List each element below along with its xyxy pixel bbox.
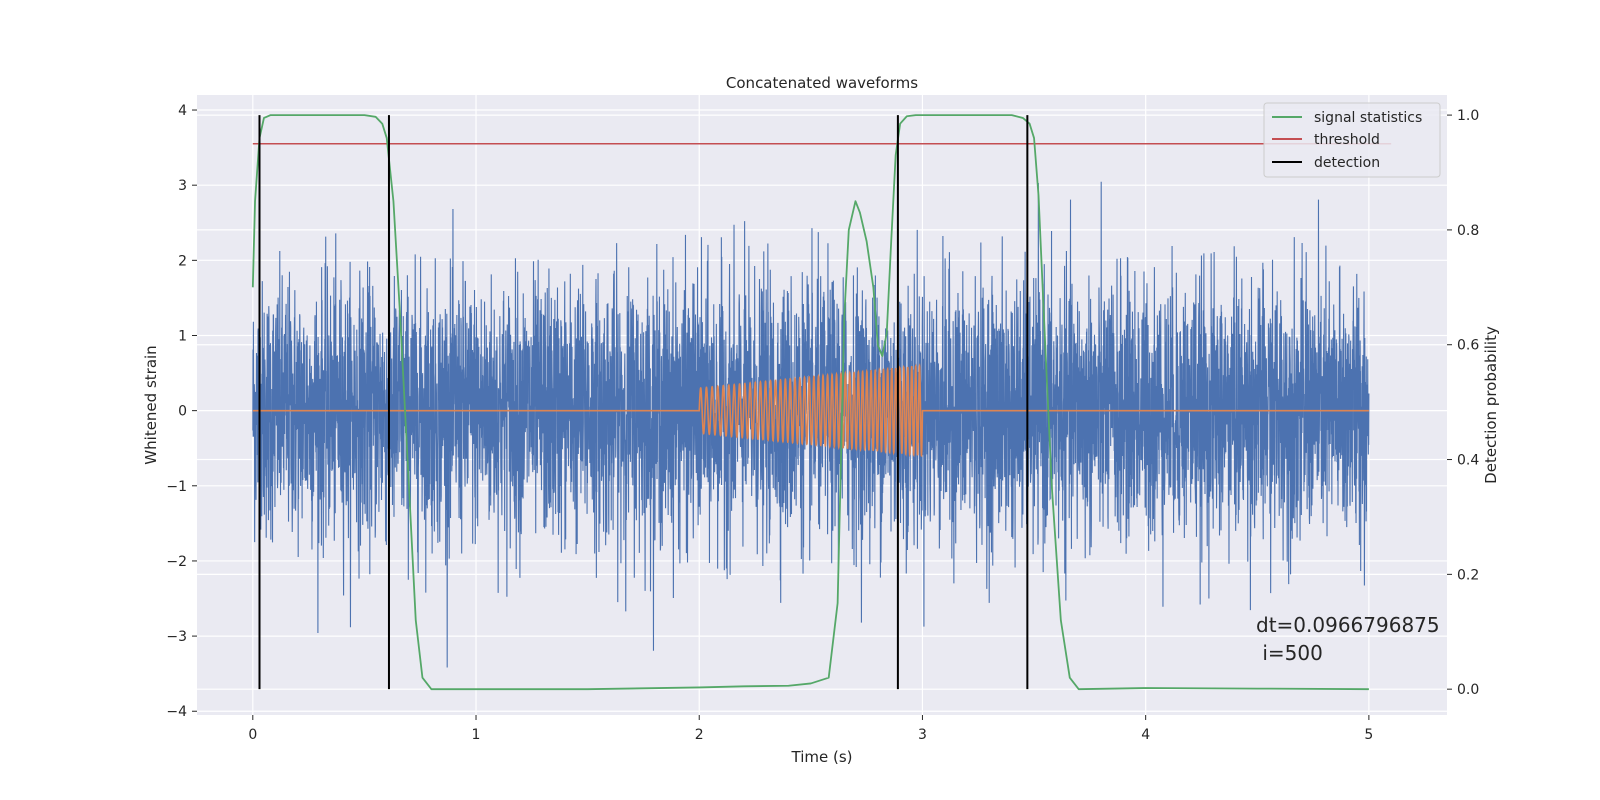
legend-label-threshold: threshold xyxy=(1314,132,1380,148)
y-axis-label-right: Detection probability xyxy=(1482,326,1500,484)
y-tick-label-right: 0.2 xyxy=(1457,567,1479,583)
chirp-line xyxy=(252,363,1369,458)
y-tick-label: 0 xyxy=(178,404,187,420)
y-tick-label-right: 0.6 xyxy=(1457,338,1479,354)
legend-label-detection: detection xyxy=(1314,155,1380,171)
annotation-dt: dt=0.0966796875 xyxy=(1256,613,1440,637)
y-tick-label: −2 xyxy=(166,554,187,570)
y-tick-label: 4 xyxy=(178,103,187,119)
y-tick-label: 3 xyxy=(178,178,187,194)
y-tick-label: 2 xyxy=(178,253,187,269)
x-tick-label: 2 xyxy=(695,727,704,743)
y-tick-label-right: 0.0 xyxy=(1457,682,1479,698)
x-tick-label: 4 xyxy=(1141,727,1150,743)
y-tick-label-right: 0.4 xyxy=(1457,453,1479,469)
legend-box xyxy=(1263,102,1441,178)
x-tick-label: 3 xyxy=(918,727,927,743)
y-tick-label-right: 0.8 xyxy=(1457,223,1479,239)
y-tick-label: −4 xyxy=(166,704,187,720)
signal-statistics-line xyxy=(251,114,1369,691)
annotation: dt=0.0966796875 i=500 xyxy=(1256,613,1440,665)
y-tick-label-right: 1.0 xyxy=(1457,108,1479,124)
chirp-series xyxy=(252,363,1369,458)
x-tick-label: 1 xyxy=(472,727,481,743)
x-tick-label: 0 xyxy=(248,727,257,743)
probability-series xyxy=(251,114,1392,691)
strain-series xyxy=(252,181,1370,668)
x-axis-label: Time (s) xyxy=(791,748,853,766)
legend-label-signal-statistics: signal statistics xyxy=(1314,110,1422,126)
legend: signal statistics threshold detection xyxy=(1263,102,1441,178)
axis-ticks: 0 1 2 3 4 5 −4 −3 −2 −1 0 1 2 3 4 0.0 0.2 0.4 0.6 0.8 1.0 xyxy=(166,103,1479,743)
strain-line xyxy=(252,181,1370,668)
y-tick-label: −1 xyxy=(166,479,187,495)
annotation-i: i=500 xyxy=(1256,641,1323,665)
chart-title: Concatenated waveforms xyxy=(726,74,918,92)
x-tick-label: 5 xyxy=(1364,727,1373,743)
y-tick-label: 1 xyxy=(178,328,187,344)
y-tick-label: −3 xyxy=(166,629,187,645)
y-axis-label: Whitened strain xyxy=(142,345,160,464)
